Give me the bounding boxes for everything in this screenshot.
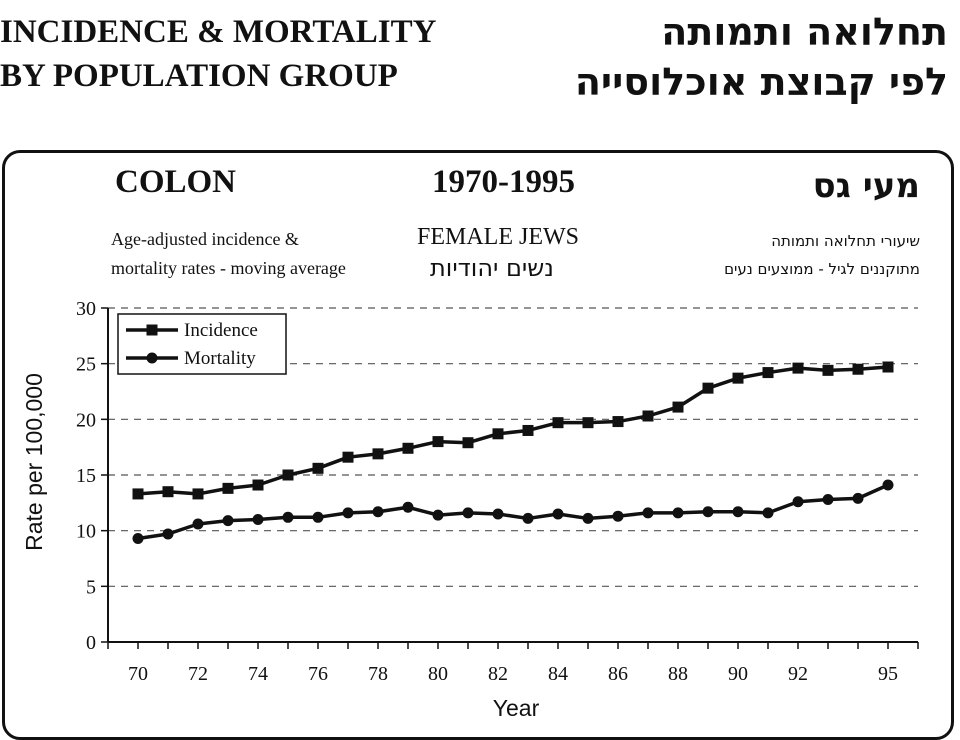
data-point-mortality [552, 508, 564, 520]
data-point-incidence [132, 488, 144, 500]
x-tick-label: 88 [668, 663, 688, 685]
data-point-incidence [702, 382, 714, 394]
legend-box [117, 313, 287, 375]
y-tick-label: 10 [76, 521, 96, 543]
x-tick-label: 82 [488, 663, 508, 685]
data-point-mortality [582, 512, 594, 524]
data-point-incidence [252, 479, 264, 491]
data-point-incidence [882, 361, 894, 373]
y-tick-label: 5 [86, 576, 96, 598]
data-point-mortality [432, 509, 444, 521]
data-point-mortality [492, 508, 504, 520]
legend-label-mortality: Mortality [184, 348, 256, 369]
data-point-incidence [282, 469, 294, 481]
x-tick-label: 90 [728, 663, 748, 685]
data-point-incidence [492, 428, 504, 440]
description-english-line-1: Age-adjusted incidence & [111, 229, 299, 249]
axes: 0 5 10 15 20 25 30 70 72 74 76 78 80 82 84 86 88 90 92 95 [76, 298, 919, 685]
cancer-site-label: COLON [115, 164, 237, 200]
data-point-incidence [822, 364, 834, 376]
legend-marker-incidence [146, 324, 158, 336]
data-point-incidence [402, 442, 414, 454]
data-point-mortality [762, 507, 774, 519]
data-point-incidence [222, 482, 234, 494]
y-tick-label: 25 [76, 354, 96, 376]
description-hebrew-line-1: שיעורי תחלואה ותמותה [771, 232, 920, 250]
data-point-mortality [312, 511, 324, 523]
data-point-incidence [192, 488, 204, 500]
data-point-mortality [402, 501, 414, 513]
data-point-mortality [132, 532, 144, 544]
x-tick-label: 95 [878, 663, 898, 685]
x-tick-label: 80 [428, 663, 448, 685]
x-tick-label: 78 [368, 663, 388, 685]
data-point-mortality [372, 506, 384, 518]
x-axis-title: Year [493, 695, 540, 720]
data-point-incidence [612, 416, 624, 428]
data-point-mortality [792, 496, 804, 508]
y-tick-label: 0 [86, 632, 96, 654]
population-group-english: FEMALE JEWS [417, 224, 579, 250]
data-point-mortality [882, 479, 894, 491]
data-point-incidence [762, 367, 774, 379]
data-point-incidence [462, 437, 474, 449]
data-point-mortality [702, 506, 714, 518]
line-chart: 0 5 10 15 20 25 30 70 72 74 76 78 80 82 84 86 88 90 92 95 I… [21, 298, 919, 720]
legend: Incidence Mortality [117, 313, 287, 375]
page-title-english-line-1: INCIDENCE & MORTALITY [0, 14, 437, 50]
data-point-incidence [852, 363, 864, 375]
data-point-incidence [342, 451, 354, 463]
data-point-incidence [432, 436, 444, 448]
x-tick-label: 92 [788, 663, 808, 685]
description-english-line-2: mortality rates - moving average [111, 258, 346, 278]
data-point-mortality [162, 528, 174, 540]
data-point-incidence [312, 462, 324, 474]
page-title-english-line-2: BY POPULATION GROUP [0, 58, 398, 94]
y-tick-label: 20 [76, 409, 96, 431]
data-point-mortality [462, 507, 474, 519]
year-range-label: 1970-1995 [432, 164, 575, 200]
population-group-hebrew: נשים יהודיות [430, 254, 554, 282]
data-point-mortality [642, 507, 654, 519]
data-point-incidence [642, 410, 654, 422]
page-title-hebrew-line-1: תחלואה ותמותה [661, 10, 948, 54]
x-tick-label: 70 [128, 663, 148, 685]
x-tick-label: 72 [188, 663, 208, 685]
data-point-mortality [282, 511, 294, 523]
legend-marker-mortality [146, 352, 158, 364]
data-point-mortality [732, 506, 744, 518]
legend-label-incidence: Incidence [184, 320, 258, 341]
y-tick-label: 15 [76, 465, 96, 487]
data-point-mortality [192, 518, 204, 530]
x-tick-label: 76 [308, 663, 328, 685]
data-point-mortality [672, 507, 684, 519]
data-series [132, 361, 894, 544]
data-point-mortality [852, 492, 864, 504]
data-point-mortality [612, 510, 624, 522]
data-point-incidence [162, 486, 174, 498]
data-point-incidence [522, 424, 534, 436]
data-point-incidence [552, 417, 564, 429]
data-point-incidence [372, 448, 384, 460]
data-point-mortality [522, 512, 534, 524]
data-point-mortality [342, 507, 354, 519]
data-point-incidence [732, 372, 744, 384]
page-title-hebrew-line-2: לפי קבוצת אוכלוסייה [574, 60, 948, 104]
data-point-incidence [582, 417, 594, 429]
cancer-site-label-hebrew: מעי גס [812, 166, 920, 206]
data-point-incidence [792, 362, 804, 374]
data-point-mortality [222, 515, 234, 527]
x-tick-label: 86 [608, 663, 628, 685]
y-tick-label: 30 [76, 298, 96, 320]
x-tick-label: 84 [548, 663, 568, 685]
description-hebrew-line-2: מתוקננים לגיל - ממוצעים נעים [724, 260, 920, 278]
y-axis-title: Rate per 100,000 [21, 373, 47, 551]
x-tick-label: 74 [248, 663, 268, 685]
data-point-incidence [672, 401, 684, 413]
data-point-mortality [252, 514, 264, 526]
data-point-mortality [822, 493, 834, 505]
